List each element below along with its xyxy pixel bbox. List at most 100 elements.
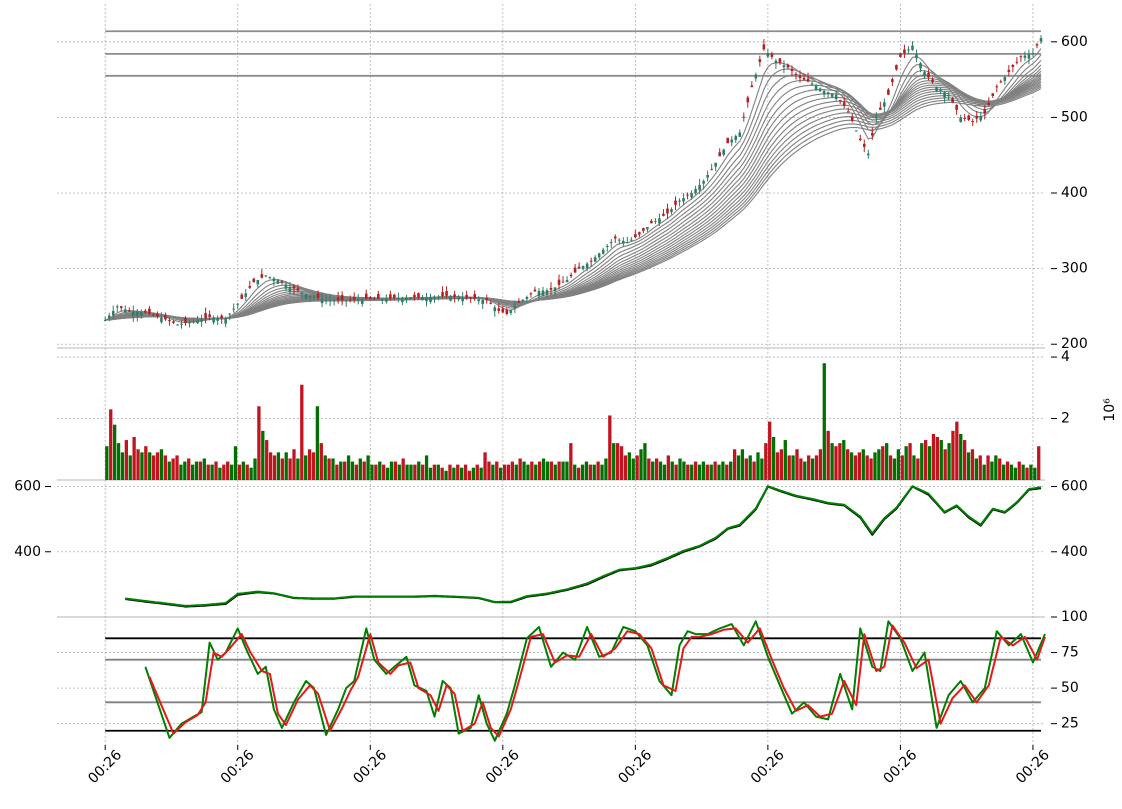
candle-up [429, 297, 432, 303]
volume-bar [393, 461, 398, 480]
candle-down [156, 313, 159, 317]
volume-bar [775, 452, 780, 480]
candle-down [497, 308, 501, 311]
candle-down [248, 286, 252, 288]
volume-bar [346, 455, 351, 480]
volume-bar [448, 464, 452, 480]
volume-bar [530, 461, 534, 480]
candle-down [260, 274, 264, 278]
volume-bar [421, 464, 425, 480]
volume-bar [569, 443, 573, 480]
volume-bar [768, 421, 772, 480]
candle-up [140, 312, 143, 316]
candle-up [597, 253, 601, 258]
candle-up [710, 168, 713, 170]
volume-bar [335, 464, 339, 480]
volume-bar [218, 467, 222, 480]
candle-up [919, 63, 922, 69]
volume-bar [561, 461, 565, 480]
candle-up [734, 136, 738, 141]
volume-bar [444, 470, 448, 480]
candle-down [316, 293, 320, 298]
volume-bar [183, 461, 187, 480]
volume-bar [436, 464, 440, 480]
volume-bar [378, 461, 382, 480]
candle-down [879, 107, 882, 110]
volume-bar [963, 440, 967, 480]
candle-down [862, 143, 866, 147]
candle-up [690, 193, 693, 198]
candle-up [481, 299, 485, 304]
volume-bar [713, 461, 717, 480]
candle-down [557, 279, 561, 285]
volume-bar [518, 458, 522, 480]
volume-bar [955, 421, 959, 480]
volume-bar [268, 452, 273, 480]
volume-bar [541, 458, 546, 480]
volume-bar [526, 464, 530, 480]
candle-down [340, 295, 344, 301]
candle-down [208, 314, 211, 318]
ma-y-tick-label-right: 400 [1061, 544, 1088, 560]
volume-bar [557, 461, 561, 480]
candle-up [907, 49, 910, 51]
volume-bar [382, 464, 386, 480]
candle-down [533, 289, 537, 292]
volume-bar [966, 452, 971, 480]
volume-bar [803, 461, 807, 480]
volume-bar [487, 461, 491, 480]
candle-up [658, 218, 661, 224]
candle-down [1007, 69, 1011, 73]
volume-bar [401, 458, 405, 480]
candle-up [585, 263, 589, 269]
candle-down [561, 281, 565, 283]
volume-bar [288, 458, 292, 480]
candle-down [786, 64, 790, 68]
volume-bar [682, 461, 686, 480]
candle-up [654, 220, 657, 222]
candle-down [501, 308, 505, 313]
volume-bar [109, 409, 113, 480]
x-tick-label: 00:26 [615, 747, 655, 787]
volume-bar [982, 464, 986, 480]
candle-down [364, 293, 368, 299]
candle-down [204, 313, 207, 319]
volume-bar [300, 384, 304, 480]
candle-down [280, 280, 284, 283]
candle-down [164, 315, 167, 320]
candle-down [903, 49, 906, 54]
volume-bar [849, 452, 854, 480]
candle-up [123, 309, 127, 313]
volume-bar [467, 470, 472, 480]
volume-bar [323, 455, 327, 480]
volume-bar [573, 464, 577, 480]
x-tick-label: 00:26 [1013, 747, 1053, 787]
candle-up [939, 89, 942, 91]
candle-up [682, 198, 685, 202]
candle-up [160, 317, 163, 323]
volume-bar [319, 443, 323, 480]
volume-bar [857, 452, 862, 480]
x-tick-label: 00:26 [350, 747, 390, 787]
candle-up [477, 299, 481, 302]
candle-up [1027, 54, 1031, 59]
candle-up [103, 320, 107, 322]
volume-bar [565, 461, 569, 480]
volume-bar [1037, 446, 1041, 480]
candle-down [971, 121, 975, 123]
candle-down [441, 292, 444, 297]
volume-bar [226, 461, 230, 480]
volume-bar [237, 464, 242, 480]
candle-up [401, 297, 404, 303]
candle-up [774, 60, 778, 64]
volume-bar [159, 449, 164, 480]
candle-up [288, 286, 292, 292]
candle-up [521, 299, 525, 301]
volume-bar [885, 443, 889, 480]
candle-up [754, 74, 758, 79]
volume-bar [233, 446, 238, 480]
candle-down [642, 228, 645, 231]
candle-up [706, 174, 709, 178]
volume-y-tick-label: 2 [1061, 411, 1070, 427]
candle-down [1035, 44, 1039, 46]
